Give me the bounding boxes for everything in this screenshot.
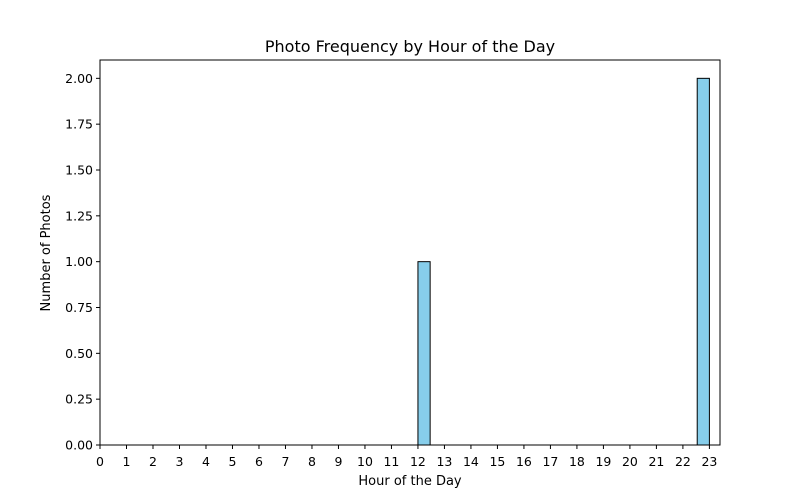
plot-frame [99, 59, 721, 446]
y-tick-label: 2.00 [65, 71, 93, 86]
y-tick-label: 0.25 [65, 392, 93, 407]
x-tick-label: 22 [675, 454, 691, 469]
bar-0 [417, 261, 431, 446]
y-tick-label: 0.50 [65, 346, 93, 361]
x-tick-label: 11 [383, 454, 399, 469]
x-tick-label: 19 [595, 454, 611, 469]
x-tick-label: 12 [410, 454, 426, 469]
x-tick-label: 1 [123, 454, 131, 469]
y-axis-label: Number of Photos [39, 194, 54, 311]
y-tick-label: 1.00 [65, 254, 93, 269]
chart-title: Photo Frequency by Hour of the Day [265, 37, 555, 56]
x-axis-ticks: 0 1 2 3 4 5 6 7 8 9 10 11 12 13 14 15 16 17 18 19 20 21 22 23 [96, 445, 717, 469]
x-tick-label: 20 [622, 454, 638, 469]
x-tick-label: 10 [357, 454, 373, 469]
x-tick-label: 13 [436, 454, 452, 469]
y-axis-ticks: 0.00 0.25 0.50 0.75 1.00 1.25 1.50 1.75 2.00 [65, 71, 100, 453]
x-tick-label: 17 [542, 454, 558, 469]
x-tick-label: 23 [701, 454, 717, 469]
x-tick-label: 8 [308, 454, 316, 469]
bars-group [417, 77, 710, 446]
x-tick-label: 5 [229, 454, 237, 469]
x-tick-label: 21 [648, 454, 664, 469]
x-tick-label: 14 [463, 454, 479, 469]
y-tick-label: 1.25 [65, 208, 93, 223]
bar-1 [696, 77, 710, 446]
x-tick-label: 7 [281, 454, 289, 469]
x-tick-label: 15 [489, 454, 505, 469]
x-tick-label: 4 [202, 454, 210, 469]
y-tick-label: 1.50 [65, 163, 93, 178]
x-tick-label: 2 [149, 454, 157, 469]
y-tick-label: 1.75 [65, 117, 93, 132]
x-tick-label: 3 [176, 454, 184, 469]
y-tick-label: 0.75 [65, 300, 93, 315]
x-tick-label: 6 [255, 454, 263, 469]
x-tick-label: 16 [516, 454, 532, 469]
x-axis-label: Hour of the Day [358, 474, 462, 489]
x-tick-label: 9 [334, 454, 342, 469]
y-tick-label: 0.00 [65, 438, 93, 453]
x-tick-label: 18 [569, 454, 585, 469]
x-tick-label: 0 [96, 454, 104, 469]
